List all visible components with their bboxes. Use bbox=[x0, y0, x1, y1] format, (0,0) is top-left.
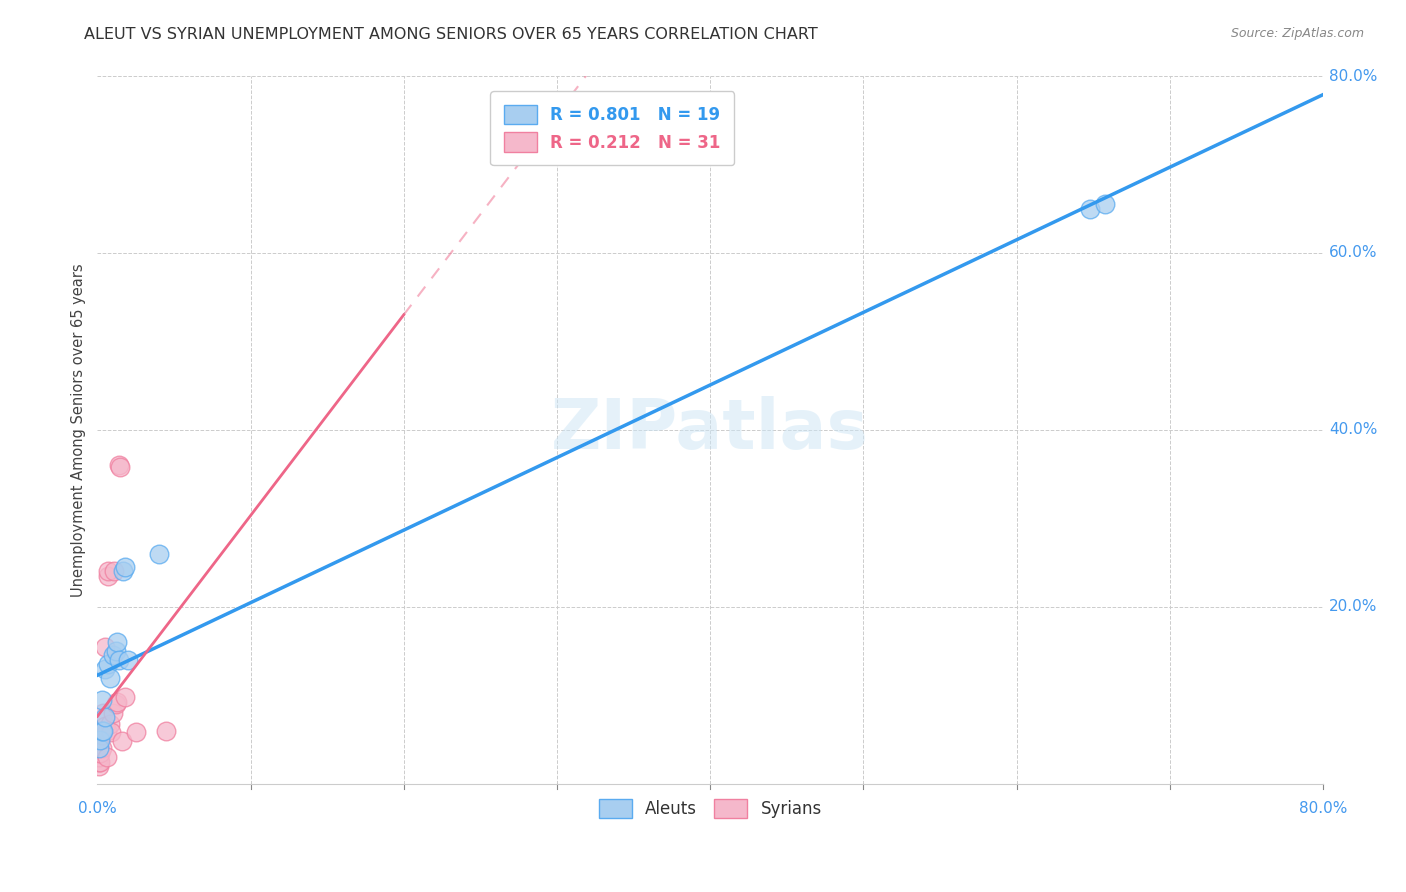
Text: ZIPatlas: ZIPatlas bbox=[551, 396, 869, 463]
Point bbox=[96, 723, 118, 738]
Y-axis label: Unemployment Among Seniors over 65 years: Unemployment Among Seniors over 65 years bbox=[72, 263, 86, 597]
Point bbox=[97, 569, 120, 583]
Point bbox=[89, 755, 111, 769]
Point bbox=[91, 692, 114, 706]
Point bbox=[93, 723, 115, 738]
Point bbox=[87, 741, 110, 756]
Point bbox=[87, 759, 110, 773]
Point bbox=[91, 728, 114, 742]
Point bbox=[111, 734, 134, 748]
Point bbox=[94, 662, 117, 676]
Point bbox=[100, 725, 122, 739]
Point bbox=[117, 653, 139, 667]
Point bbox=[104, 644, 127, 658]
Point bbox=[96, 750, 118, 764]
Point bbox=[103, 565, 125, 579]
Legend: Aleuts, Syrians: Aleuts, Syrians bbox=[592, 792, 828, 825]
Point bbox=[107, 653, 129, 667]
Point bbox=[87, 741, 110, 756]
Point bbox=[110, 460, 132, 475]
Point bbox=[87, 737, 110, 751]
Point bbox=[97, 657, 120, 672]
Point bbox=[87, 750, 110, 764]
Point bbox=[114, 560, 136, 574]
Text: 40.0%: 40.0% bbox=[1329, 423, 1378, 437]
Point bbox=[1094, 197, 1116, 211]
Text: 20.0%: 20.0% bbox=[1329, 599, 1378, 615]
Point bbox=[98, 716, 121, 731]
Point bbox=[98, 671, 121, 685]
Point bbox=[91, 741, 114, 756]
Point bbox=[112, 565, 135, 579]
Point bbox=[155, 723, 177, 738]
Point bbox=[87, 755, 110, 769]
Point bbox=[94, 640, 117, 654]
Point bbox=[148, 547, 170, 561]
Point bbox=[101, 706, 124, 720]
Point bbox=[87, 746, 110, 760]
Point bbox=[105, 695, 128, 709]
Point bbox=[97, 565, 120, 579]
Text: 60.0%: 60.0% bbox=[1329, 245, 1378, 260]
Point bbox=[105, 635, 128, 649]
Point bbox=[114, 690, 136, 704]
Point bbox=[94, 710, 117, 724]
Point bbox=[124, 725, 146, 739]
Point bbox=[89, 732, 111, 747]
Point bbox=[93, 706, 115, 720]
Point bbox=[101, 648, 124, 663]
Point bbox=[91, 723, 114, 738]
Text: 0.0%: 0.0% bbox=[77, 801, 117, 816]
Point bbox=[93, 723, 115, 738]
Text: ALEUT VS SYRIAN UNEMPLOYMENT AMONG SENIORS OVER 65 YEARS CORRELATION CHART: ALEUT VS SYRIAN UNEMPLOYMENT AMONG SENIO… bbox=[84, 27, 818, 42]
Point bbox=[89, 723, 111, 738]
Text: 80.0%: 80.0% bbox=[1299, 801, 1347, 816]
Point bbox=[94, 719, 117, 733]
Point bbox=[104, 697, 127, 711]
Point bbox=[89, 746, 111, 760]
Text: 80.0%: 80.0% bbox=[1329, 69, 1378, 84]
Text: Source: ZipAtlas.com: Source: ZipAtlas.com bbox=[1230, 27, 1364, 40]
Point bbox=[107, 458, 129, 473]
Point bbox=[1078, 202, 1101, 216]
